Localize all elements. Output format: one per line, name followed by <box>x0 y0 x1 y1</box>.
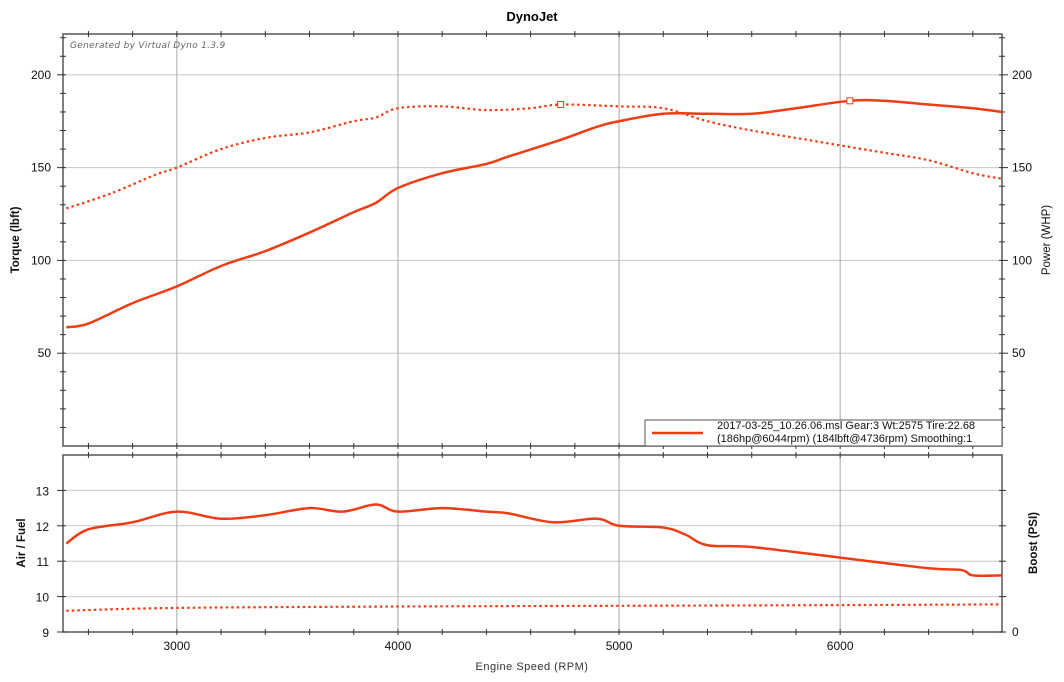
x-tick-label: 3000 <box>164 639 191 653</box>
x-tick-label: 5000 <box>606 639 633 653</box>
chart-title: DynoJet <box>506 9 558 24</box>
y-tick-label: 10 <box>36 591 50 605</box>
y-tick-label: 9 <box>42 626 49 640</box>
y-tick-label: 13 <box>36 484 50 498</box>
peak-marker <box>846 97 854 105</box>
legend: 2017-03-25_10.26.06.msl Gear:3 Wt:2575 T… <box>644 419 1003 447</box>
afr-dotted-curve <box>66 603 1003 612</box>
y-tick-label-right: 50 <box>1012 346 1026 360</box>
upper-plot: 50 100 150 200 50 100 150 200 Generated by Virt… <box>10 31 1053 449</box>
afr-curve <box>65 503 1003 577</box>
y-tick-label: 12 <box>36 520 50 534</box>
power-curve <box>66 98 1003 329</box>
boost-axis-label: Boost (PSI) <box>1028 512 1040 574</box>
y-tick-label-right: 150 <box>1012 161 1032 175</box>
y-tick-label: 200 <box>31 68 51 82</box>
power-axis-label: Power (WHP) <box>1041 205 1053 275</box>
y-tick-label: 50 <box>38 346 52 360</box>
x-tick-label: 6000 <box>827 639 854 653</box>
legend-text-line1: 2017-03-25_10.26.06.msl Gear:3 Wt:2575 T… <box>717 420 975 432</box>
upper-grid <box>63 34 1002 446</box>
x-tick-label: 4000 <box>385 639 412 653</box>
torque-curve <box>65 103 1003 210</box>
upper-series <box>65 97 1003 329</box>
legend-box <box>644 419 1003 447</box>
lower-plot-frame <box>62 454 1003 633</box>
lower-ticks: 9 10 11 12 13 3000 4000 5000 6000 0 <box>36 452 1019 653</box>
upper-plot-frame <box>62 33 1003 447</box>
y-tick-label-right: 200 <box>1012 68 1032 82</box>
y-tick-label-right: 0 <box>1012 625 1019 639</box>
y-tick-label: 150 <box>31 161 51 175</box>
peak-marker <box>557 101 565 109</box>
upper-ticks: 50 100 150 200 50 100 150 200 <box>31 31 1032 449</box>
legend-text-line2: (186hp@6044rpm) (184lbft@4736rpm) Smooth… <box>717 433 972 445</box>
watermark: Generated by Virtual Dyno 1.3.9 <box>70 41 226 51</box>
lower-grid <box>63 455 1002 632</box>
torque-axis-label: Torque (lbft) <box>10 206 22 273</box>
lower-plot: 9 10 11 12 13 3000 4000 5000 6000 0 Air / Fuel Bo… <box>16 452 1040 673</box>
y-tick-label-right: 100 <box>1012 253 1032 267</box>
x-axis-label: Engine Speed (RPM) <box>476 661 589 673</box>
lower-series <box>65 503 1003 612</box>
y-tick-label: 100 <box>31 253 51 267</box>
afr-axis-label: Air / Fuel <box>16 518 28 567</box>
y-tick-label: 11 <box>37 555 50 569</box>
